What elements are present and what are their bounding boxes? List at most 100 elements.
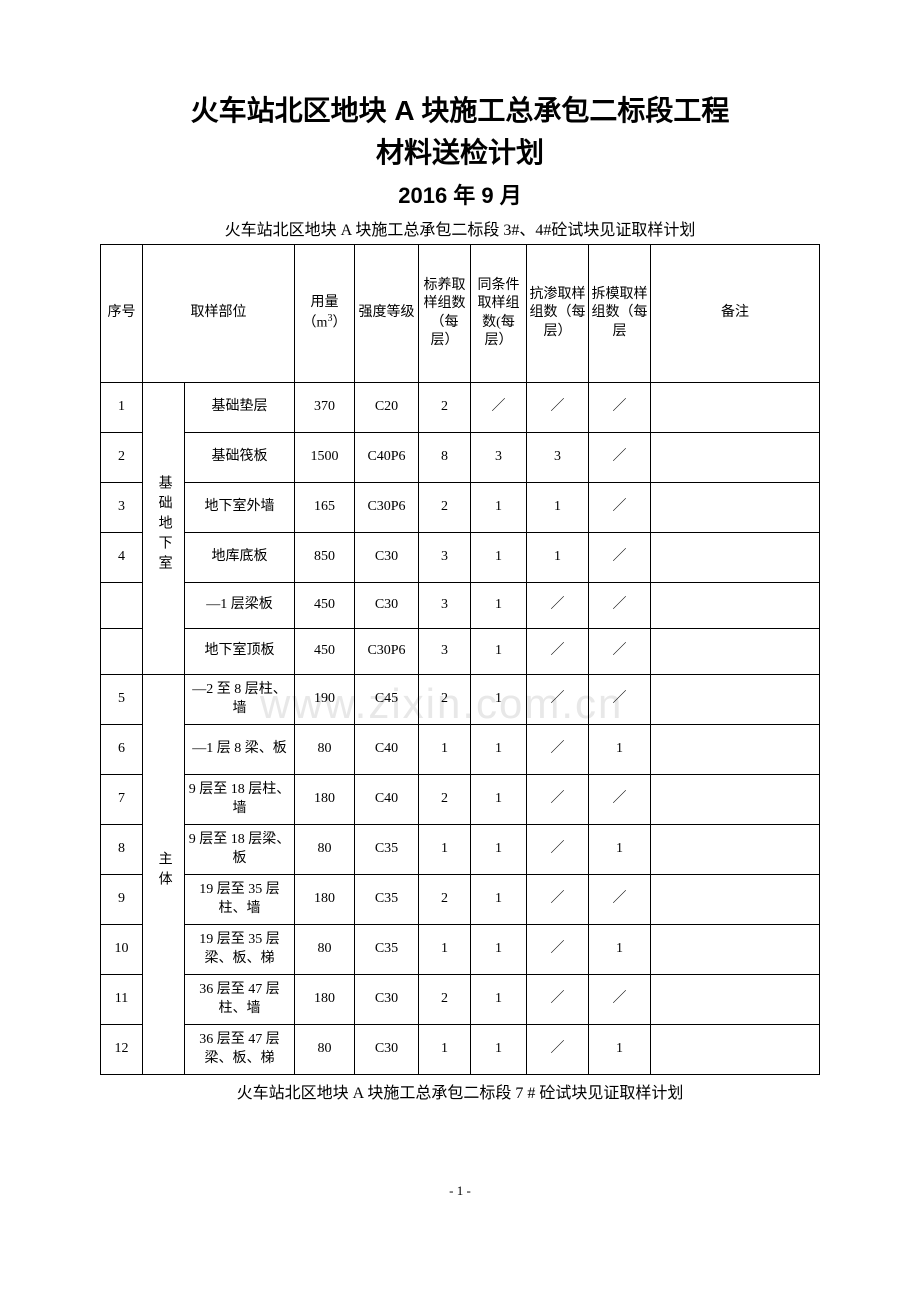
header-location: 取样部位 — [143, 245, 295, 383]
cell-grade: C40 — [355, 775, 419, 825]
cell-remark — [651, 533, 820, 583]
cell-qty: 80 — [295, 825, 355, 875]
cell-same: 1 — [471, 533, 527, 583]
cell-remove: ／ — [589, 533, 651, 583]
header-remove: 拆模取样组数（每层 — [589, 245, 651, 383]
cell-remark — [651, 1025, 820, 1075]
table-row: 1 基础地下室 基础垫层 370 C20 2 ／ ／ ／ — [101, 383, 820, 433]
header-std: 标养取样组数（每层） — [419, 245, 471, 383]
cell-remark — [651, 433, 820, 483]
header-qty: 用量（m3） — [295, 245, 355, 383]
cell-perm: ／ — [527, 725, 589, 775]
cell-std: 8 — [419, 433, 471, 483]
cell-qty: 180 — [295, 775, 355, 825]
cell-grade: C30P6 — [355, 629, 419, 675]
cell-same: 1 — [471, 825, 527, 875]
cell-grade: C35 — [355, 825, 419, 875]
cell-same: ／ — [471, 383, 527, 433]
cell-qty: 450 — [295, 629, 355, 675]
cell-remark — [651, 975, 820, 1025]
cell-remark — [651, 825, 820, 875]
cell-remove: 1 — [589, 1025, 651, 1075]
cell-loc: —2 至 8 层柱、墙 — [185, 675, 295, 725]
cell-remark — [651, 925, 820, 975]
cell-std: 2 — [419, 775, 471, 825]
cell-loc: 地下室顶板 — [185, 629, 295, 675]
cell-loc: 36 层至 47 层梁、板、梯 — [185, 1025, 295, 1075]
table-row: 9 19 层至 35 层柱、墙 180 C35 2 1 ／ ／ — [101, 875, 820, 925]
table-row: 6 —1 层 8 梁、板 80 C40 1 1 ／ 1 — [101, 725, 820, 775]
cell-qty: 80 — [295, 925, 355, 975]
cell-seq: 6 — [101, 725, 143, 775]
cell-loc: —1 层梁板 — [185, 583, 295, 629]
header-seq: 序号 — [101, 245, 143, 383]
cell-seq: 4 — [101, 533, 143, 583]
cell-grade: C30 — [355, 583, 419, 629]
cell-remove: ／ — [589, 629, 651, 675]
cell-remove: ／ — [589, 483, 651, 533]
cell-perm: ／ — [527, 629, 589, 675]
cell-std: 1 — [419, 1025, 471, 1075]
table-row: 2 基础筏板 1500 C40P6 8 3 3 ／ — [101, 433, 820, 483]
cell-remark — [651, 875, 820, 925]
cell-grade: C45 — [355, 675, 419, 725]
sampling-plan-table: 序号 取样部位 用量（m3） 强度等级 标养取样组数（每层） 同条件取样组数(每… — [100, 244, 820, 1075]
cell-qty: 180 — [295, 975, 355, 1025]
cell-same: 1 — [471, 583, 527, 629]
page-number: - 1 - — [100, 1183, 820, 1199]
cell-seq — [101, 583, 143, 629]
cell-qty: 180 — [295, 875, 355, 925]
cell-same: 3 — [471, 433, 527, 483]
cell-remove: ／ — [589, 675, 651, 725]
cell-seq: 10 — [101, 925, 143, 975]
cell-group2: 主体 — [143, 675, 185, 1075]
cell-std: 1 — [419, 725, 471, 775]
cell-std: 2 — [419, 675, 471, 725]
cell-grade: C30 — [355, 975, 419, 1025]
cell-same: 1 — [471, 775, 527, 825]
cell-loc: 36 层至 47 层柱、墙 — [185, 975, 295, 1025]
header-grade: 强度等级 — [355, 245, 419, 383]
cell-std: 1 — [419, 825, 471, 875]
cell-grade: C20 — [355, 383, 419, 433]
cell-seq: 11 — [101, 975, 143, 1025]
cell-remark — [651, 483, 820, 533]
cell-perm: ／ — [527, 975, 589, 1025]
cell-remark — [651, 629, 820, 675]
cell-seq: 1 — [101, 383, 143, 433]
cell-qty: 850 — [295, 533, 355, 583]
cell-qty: 190 — [295, 675, 355, 725]
cell-loc: 地库底板 — [185, 533, 295, 583]
cell-remove: ／ — [589, 583, 651, 629]
table-row: 8 9 层至 18 层梁、板 80 C35 1 1 ／ 1 — [101, 825, 820, 875]
cell-std: 3 — [419, 583, 471, 629]
cell-std: 2 — [419, 975, 471, 1025]
cell-qty: 370 — [295, 383, 355, 433]
cell-qty: 80 — [295, 725, 355, 775]
cell-perm: 3 — [527, 433, 589, 483]
table-row: 5 主体 —2 至 8 层柱、墙 190 C45 2 1 ／ ／ — [101, 675, 820, 725]
table-subtitle-1: 火车站北区地块 A 块施工总承包二标段 3#、4#砼试块见证取样计划 — [100, 216, 820, 240]
cell-perm: ／ — [527, 583, 589, 629]
table-row: —1 层梁板 450 C30 3 1 ／ ／ — [101, 583, 820, 629]
cell-grade: C35 — [355, 875, 419, 925]
cell-remove: 1 — [589, 825, 651, 875]
cell-remark — [651, 383, 820, 433]
cell-perm: ／ — [527, 383, 589, 433]
cell-loc: —1 层 8 梁、板 — [185, 725, 295, 775]
cell-loc: 基础筏板 — [185, 433, 295, 483]
cell-std: 2 — [419, 483, 471, 533]
cell-remark — [651, 675, 820, 725]
cell-group1: 基础地下室 — [143, 383, 185, 675]
table-subtitle-2: 火车站北区地块 A 块施工总承包二标段 7 # 砼试块见证取样计划 — [100, 1079, 820, 1103]
cell-perm: ／ — [527, 825, 589, 875]
cell-remove: 1 — [589, 925, 651, 975]
table-row: 7 9 层至 18 层柱、墙 180 C40 2 1 ／ ／ — [101, 775, 820, 825]
cell-seq — [101, 629, 143, 675]
cell-std: 3 — [419, 629, 471, 675]
cell-grade: C40 — [355, 725, 419, 775]
header-perm: 抗渗取样组数（每层） — [527, 245, 589, 383]
cell-remark — [651, 775, 820, 825]
cell-same: 1 — [471, 925, 527, 975]
cell-remove: 1 — [589, 725, 651, 775]
